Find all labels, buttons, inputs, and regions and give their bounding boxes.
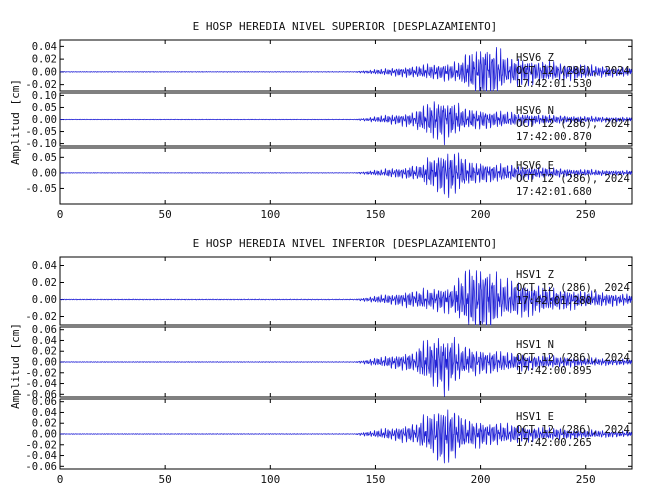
time-label: 17:42:01.280 bbox=[516, 295, 592, 307]
waveform-trace bbox=[59, 152, 633, 199]
time-label: 17:42:00.870 bbox=[516, 131, 592, 143]
y-tick-label: 0.00 bbox=[32, 357, 57, 369]
x-tick-label: 0 bbox=[57, 208, 64, 221]
y-tick-label: -0.05 bbox=[25, 126, 57, 138]
y-tick-label: 0.05 bbox=[32, 102, 57, 114]
x-tick-label: 150 bbox=[366, 208, 386, 221]
y-tick-label: 0.06 bbox=[32, 396, 57, 408]
waveform-panel: 0.060.040.020.00-0.02-0.04-0.06 HSV1 NOCT… bbox=[25, 324, 633, 401]
date-label: OCT 12 (286), 2024 bbox=[516, 352, 630, 364]
channel-label: HSV6 N bbox=[516, 105, 554, 117]
x-tick-label: 250 bbox=[576, 208, 596, 221]
channel-label: HSV1 E bbox=[516, 411, 554, 423]
y-tick-label: 0.02 bbox=[32, 277, 57, 289]
time-label: 17:42:00.895 bbox=[516, 365, 592, 377]
channel-label: HSV6 Z bbox=[516, 52, 554, 64]
y-tick-label: 0.04 bbox=[32, 260, 57, 272]
x-tick-label: 100 bbox=[260, 208, 280, 221]
y-tick-label: 0.00 bbox=[32, 66, 57, 78]
x-tick-label: 250 bbox=[576, 473, 596, 486]
channel-label: HSV1 Z bbox=[516, 269, 554, 281]
date-label: OCT 12 (286), 2024 bbox=[516, 118, 630, 130]
date-label: OCT 12 (286), 2024 bbox=[516, 173, 630, 185]
y-tick-label: 0.05 bbox=[32, 152, 57, 164]
y-tick-label: 0.02 bbox=[32, 418, 57, 430]
y-tick-label: 0.04 bbox=[32, 335, 57, 347]
time-label: 17:42:00.265 bbox=[516, 437, 592, 449]
time-label: 17:42:01.530 bbox=[516, 78, 592, 90]
date-label: OCT 12 (286), 2024 bbox=[516, 65, 630, 77]
y-tick-label: -0.02 bbox=[25, 439, 57, 451]
panel-frame bbox=[59, 39, 633, 92]
y-tick-label: -0.06 bbox=[25, 461, 57, 473]
waveform-panel: 0.060.040.020.00-0.02-0.04-0.06 HSV1 EOCT… bbox=[25, 396, 633, 473]
y-tick-label: -0.02 bbox=[25, 311, 57, 323]
figure-title-inferior: E HOSP HEREDIA NIVEL INFERIOR [DESPLAZAM… bbox=[193, 237, 498, 250]
x-tick-label: 100 bbox=[260, 473, 280, 486]
y-tick-label: 0.04 bbox=[32, 41, 57, 53]
y-tick-label: 0.00 bbox=[32, 294, 57, 306]
figure-title-superior: E HOSP HEREDIA NIVEL SUPERIOR [DESPLAZAM… bbox=[193, 20, 498, 33]
y-tick-label: 0.00 bbox=[32, 114, 57, 126]
y-tick-label: 0.04 bbox=[32, 407, 57, 419]
y-tick-label: -0.10 bbox=[25, 138, 57, 150]
y-tick-label: -0.02 bbox=[25, 367, 57, 379]
y-tick-label: -0.06 bbox=[25, 389, 57, 401]
time-label: 17:42:01.680 bbox=[516, 186, 592, 198]
y-tick-label: -0.02 bbox=[25, 79, 57, 91]
y-tick-label: 0.02 bbox=[32, 54, 57, 66]
x-tick-label: 150 bbox=[366, 473, 386, 486]
channel-label: HSV1 N bbox=[516, 339, 554, 351]
waveform-trace bbox=[59, 336, 633, 397]
y-tick-label: 0.02 bbox=[32, 346, 57, 358]
y-tick-label: 0.06 bbox=[32, 324, 57, 336]
panel-frame bbox=[59, 147, 633, 205]
x-tick-label: 200 bbox=[471, 473, 491, 486]
y-axis-label-inferior: Amplitud [cm] bbox=[9, 323, 22, 409]
y-tick-label: 0.10 bbox=[32, 90, 57, 102]
channel-label: HSV6 E bbox=[516, 160, 554, 172]
x-tick-label: 50 bbox=[159, 473, 172, 486]
x-tick-label: 200 bbox=[471, 208, 491, 221]
y-tick-label: -0.04 bbox=[25, 378, 57, 390]
y-tick-label: 0.00 bbox=[32, 167, 57, 179]
waveform-trace bbox=[59, 409, 633, 464]
y-tick-label: -0.04 bbox=[25, 450, 57, 462]
waveform-trace bbox=[59, 101, 633, 146]
y-tick-label: -0.05 bbox=[25, 183, 57, 195]
y-axis-label-superior: Amplitud [cm] bbox=[9, 79, 22, 165]
panel-frame bbox=[59, 256, 633, 326]
y-tick-label: 0.00 bbox=[32, 429, 57, 441]
x-tick-label: 0 bbox=[57, 473, 64, 486]
waveform-trace bbox=[59, 269, 633, 326]
x-tick-label: 50 bbox=[159, 208, 172, 221]
date-label: OCT 12 (286), 2024 bbox=[516, 424, 630, 436]
date-label: OCT 12 (286), 2024 bbox=[516, 282, 630, 294]
waveform-trace bbox=[59, 47, 633, 92]
